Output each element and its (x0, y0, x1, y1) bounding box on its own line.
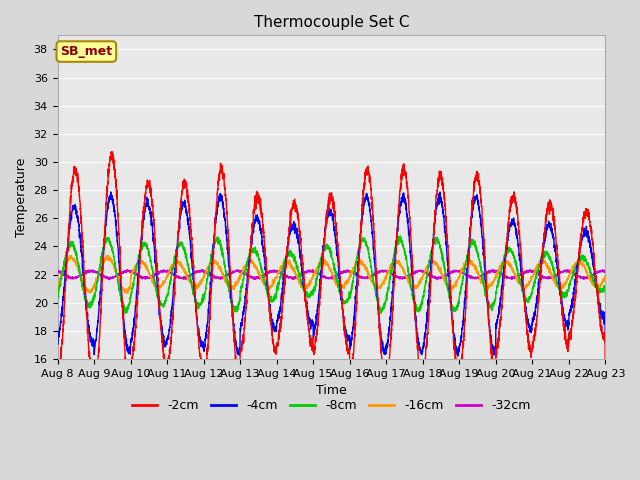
Legend: -2cm, -4cm, -8cm, -16cm, -32cm: -2cm, -4cm, -8cm, -16cm, -32cm (127, 395, 536, 418)
Text: SB_met: SB_met (60, 45, 113, 58)
Title: Thermocouple Set C: Thermocouple Set C (253, 15, 409, 30)
Y-axis label: Temperature: Temperature (15, 157, 28, 237)
X-axis label: Time: Time (316, 384, 347, 397)
